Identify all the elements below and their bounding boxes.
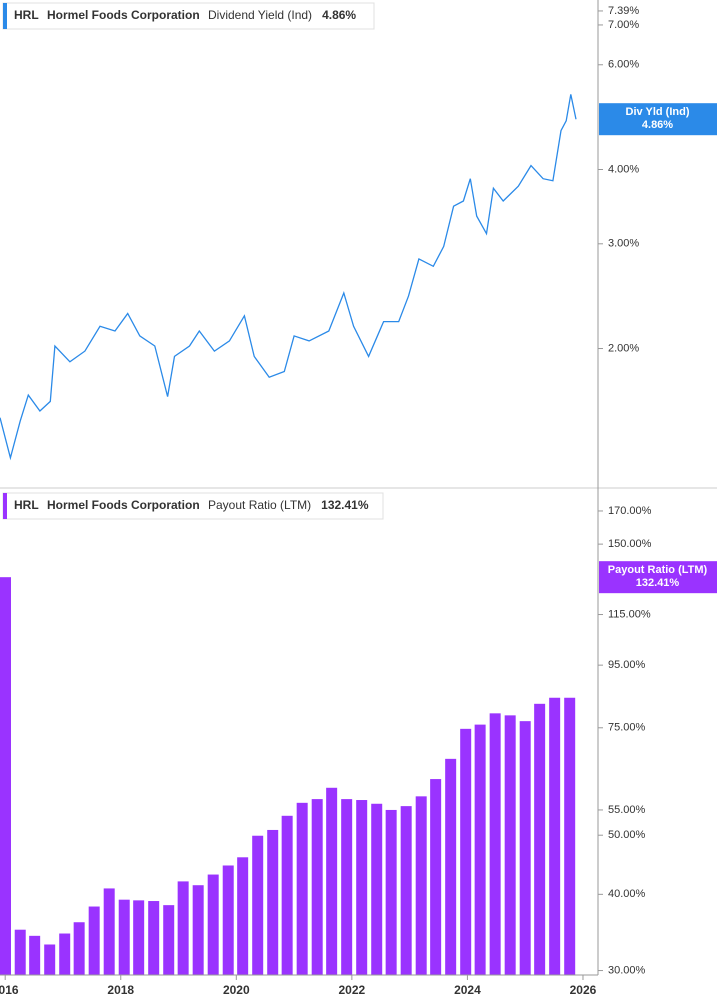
- y-tick-label: 2.00%: [608, 342, 639, 354]
- legend-series: Dividend Yield (Ind): [208, 8, 312, 22]
- bar: [118, 899, 130, 975]
- y-tick-label: 7.00%: [608, 19, 639, 31]
- bar: [29, 935, 41, 975]
- x-tick-label: 2026: [570, 983, 597, 997]
- bar: [341, 799, 353, 975]
- bar: [415, 796, 427, 975]
- bar: [237, 857, 249, 975]
- bar: [207, 874, 219, 975]
- badge-value: 132.41%: [636, 577, 680, 589]
- y-tick-label: 50.00%: [608, 829, 646, 841]
- bar: [44, 944, 56, 975]
- bar: [371, 803, 383, 975]
- bar: [14, 929, 26, 975]
- legend-swatch: [3, 493, 7, 519]
- bar: [519, 721, 531, 975]
- badge-label: Div Yld (Ind): [626, 106, 690, 118]
- bar: [252, 835, 264, 975]
- y-tick-label: 95.00%: [608, 659, 646, 671]
- legend-swatch: [3, 3, 7, 29]
- x-tick-label: 2020: [223, 983, 250, 997]
- y-tick-label: 150.00%: [608, 538, 652, 550]
- legend-value: 4.86%: [322, 8, 356, 22]
- badge-value: 4.86%: [642, 119, 673, 131]
- y-tick-label: 115.00%: [608, 608, 651, 620]
- bar: [504, 715, 516, 975]
- y-tick-label: 4.00%: [608, 163, 639, 175]
- value-badge: [599, 103, 717, 136]
- legend-company: Hormel Foods Corporation: [47, 8, 200, 22]
- bar: [163, 905, 175, 975]
- x-tick-label: 2024: [454, 983, 481, 997]
- bar: [88, 906, 100, 975]
- bar: [356, 800, 368, 975]
- bar: [73, 922, 85, 975]
- bar: [177, 881, 189, 975]
- bar: [296, 802, 308, 975]
- bar: [267, 829, 279, 975]
- legend-company: Hormel Foods Corporation: [47, 498, 200, 512]
- legend-series: Payout Ratio (LTM): [208, 498, 311, 512]
- bar: [311, 799, 323, 975]
- y-tick-label: 55.00%: [608, 804, 646, 816]
- legend-ticker: HRL: [14, 8, 39, 22]
- y-tick-label: 30.00%: [608, 964, 646, 976]
- bar: [474, 724, 486, 975]
- bar: [326, 787, 338, 975]
- legend-value: 132.41%: [321, 498, 369, 512]
- y-tick-label: 40.00%: [608, 888, 646, 900]
- y-tick-label: 7.39%: [608, 5, 639, 17]
- x-tick-label: 2018: [107, 983, 134, 997]
- bar: [549, 697, 561, 975]
- legend-ticker: HRL: [14, 498, 39, 512]
- x-tick-label: 2022: [339, 983, 366, 997]
- bar: [564, 697, 576, 975]
- bar: [59, 933, 71, 975]
- bar: [192, 885, 204, 975]
- x-tick-label: 2016: [0, 983, 19, 997]
- bar: [489, 713, 501, 975]
- bar: [445, 758, 457, 975]
- y-tick-label: 170.00%: [608, 505, 652, 517]
- bar: [148, 901, 160, 975]
- bar: [0, 577, 11, 975]
- bar: [400, 806, 412, 975]
- badge-label: Payout Ratio (LTM): [608, 564, 708, 576]
- bar: [430, 779, 442, 975]
- bar: [460, 728, 472, 975]
- y-tick-label: 3.00%: [608, 238, 639, 250]
- y-tick-label: 75.00%: [608, 722, 646, 734]
- line: [0, 94, 577, 461]
- bar: [385, 809, 397, 975]
- bar: [281, 815, 293, 975]
- bar: [534, 703, 546, 975]
- value-badge: [599, 561, 717, 594]
- bar: [103, 888, 115, 975]
- bar: [133, 900, 145, 975]
- bar: [222, 865, 234, 975]
- y-tick-label: 6.00%: [608, 59, 639, 71]
